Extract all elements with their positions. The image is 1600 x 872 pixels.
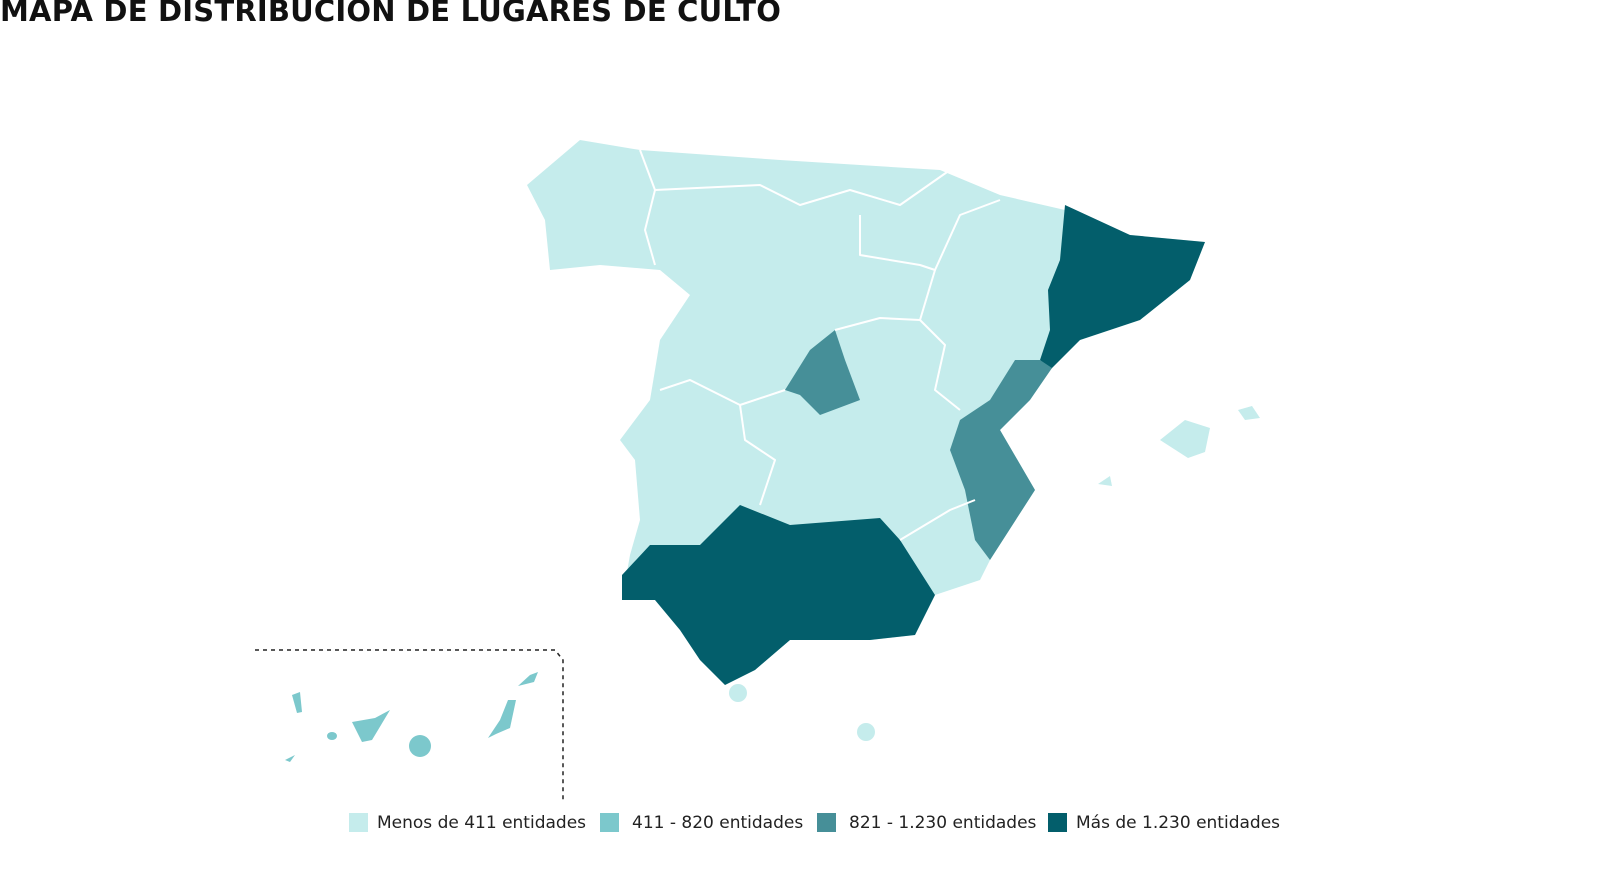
island: [327, 732, 337, 740]
legend-label: Menos de 411 entidades: [377, 813, 586, 833]
island: [1160, 420, 1210, 458]
island: [285, 755, 295, 762]
border: [834, 317, 921, 331]
legend-label: 821 - 1.230 entidades: [849, 813, 1037, 833]
inset-frame: [255, 649, 564, 800]
region: [785, 330, 860, 415]
island: [518, 672, 538, 686]
island: [409, 735, 431, 757]
legend-label: 411 - 820 entidades: [632, 813, 803, 833]
island: [857, 723, 875, 741]
region: [622, 505, 935, 685]
legend-swatch: [817, 813, 836, 832]
border: [899, 499, 976, 541]
island: [488, 700, 516, 738]
region: [950, 360, 1052, 560]
legend-label: Más de 1.230 entidades: [1076, 813, 1280, 833]
island: [292, 692, 302, 713]
legend-swatch: [349, 813, 368, 832]
island: [729, 684, 747, 702]
legend: Menos de 411 entidades 411 - 820 entidad…: [349, 813, 1280, 833]
legend-swatch: [600, 813, 619, 832]
border: [919, 269, 961, 411]
island: [352, 710, 390, 742]
region: [1040, 205, 1205, 370]
border: [659, 379, 786, 406]
title: MAPA DE DISTRIBUCIÓN DE LUGARES DE CULTO: [0, 0, 782, 28]
border: [739, 404, 776, 506]
border: [859, 199, 1001, 271]
legend-swatch: [1048, 813, 1067, 832]
island: [1238, 406, 1260, 420]
border: [654, 169, 951, 206]
island: [1098, 476, 1112, 486]
border: [639, 149, 656, 266]
